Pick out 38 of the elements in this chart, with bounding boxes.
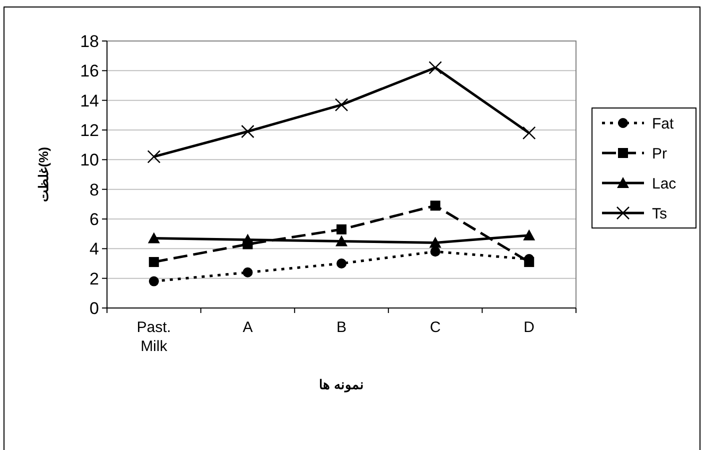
x-tick-label: A <box>242 319 253 336</box>
point <box>430 200 440 211</box>
x-tick-label: Past. Milk <box>136 319 171 355</box>
legend-label: Fat <box>652 115 675 132</box>
x-tick-label: C <box>430 319 441 336</box>
point <box>336 258 346 268</box>
y-tick-label: 14 <box>80 91 99 110</box>
point <box>147 150 161 164</box>
point <box>148 232 160 244</box>
point <box>336 235 348 246</box>
y-tick-label: 2 <box>90 269 99 288</box>
point <box>336 224 346 234</box>
point <box>334 98 348 112</box>
point <box>241 124 254 138</box>
y-tick-label: 6 <box>90 210 99 229</box>
y-tick-label: 16 <box>80 62 99 81</box>
point <box>148 257 159 268</box>
legend-label: Ts <box>652 205 667 222</box>
point <box>242 267 253 278</box>
legend-label: Lac <box>652 175 677 192</box>
point <box>429 236 442 248</box>
y-tick-label: 12 <box>80 120 99 140</box>
legend-label: Pr <box>652 145 668 162</box>
x-axis-title: نمونه ها <box>319 377 364 393</box>
point <box>148 276 159 286</box>
x-tick-label: D <box>524 319 535 336</box>
point <box>522 126 536 140</box>
y-tick-label: 0 <box>90 298 99 318</box>
y-tick-label: 8 <box>90 180 99 200</box>
point <box>428 61 442 74</box>
x-tick-label: B <box>336 319 347 336</box>
point <box>430 246 440 257</box>
point <box>242 239 253 250</box>
y-axis-title: غلظت(%) <box>36 146 51 202</box>
y-tick-label: 10 <box>80 150 99 170</box>
y-tick-label: 18 <box>80 32 99 51</box>
y-tick-label: 4 <box>90 240 99 259</box>
point <box>523 229 536 240</box>
